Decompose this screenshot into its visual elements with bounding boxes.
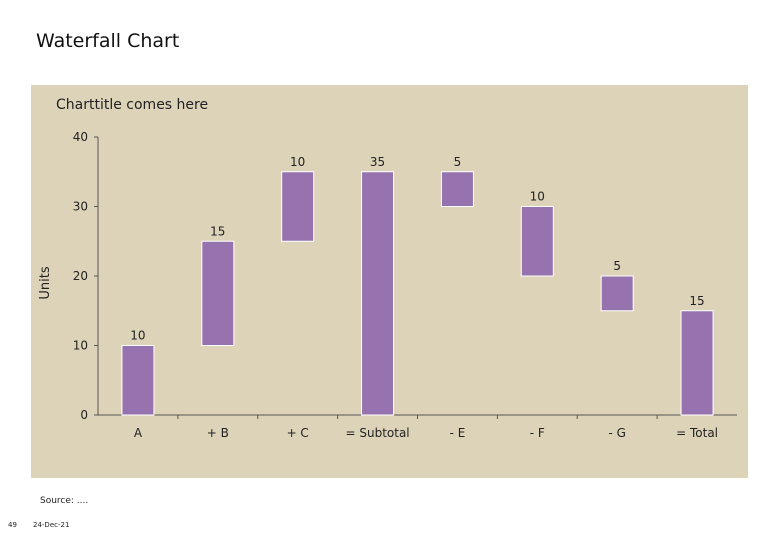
bar-value-label: 10	[530, 190, 545, 204]
bar	[600, 275, 634, 312]
bar	[680, 310, 714, 416]
category-label: - G	[608, 426, 625, 440]
category-label: A	[134, 426, 143, 440]
bar-value-label: 35	[370, 155, 385, 169]
bar	[361, 171, 395, 416]
y-tick-label: 0	[80, 408, 88, 422]
bar	[281, 171, 315, 242]
bar-value-label: 5	[613, 259, 621, 273]
category-label: + C	[287, 426, 309, 440]
source-note: Source: ....	[40, 496, 89, 506]
date-stamp: 24-Dec-21	[33, 521, 70, 529]
bar-value-label: 15	[210, 224, 225, 238]
bar-value-label: 10	[130, 329, 145, 343]
bar-value-label: 5	[454, 155, 462, 169]
chart-title: Charttitle comes here	[56, 97, 209, 113]
bar	[121, 345, 155, 416]
bar-value-label: 15	[689, 294, 704, 308]
category-label: = Subtotal	[345, 426, 409, 440]
bar	[201, 240, 235, 346]
y-tick-label: 20	[73, 269, 88, 283]
y-tick-label: 10	[73, 339, 88, 353]
bar-value-label: 10	[290, 155, 305, 169]
y-tick-label: 40	[73, 130, 88, 144]
category-label: + B	[207, 426, 229, 440]
category-label: - F	[530, 426, 545, 440]
category-label: = Total	[676, 426, 718, 440]
page-number: 49	[8, 521, 17, 529]
category-label: - E	[450, 426, 466, 440]
y-tick-label: 30	[73, 200, 88, 214]
bar	[440, 171, 474, 207]
bar	[520, 206, 554, 277]
slide-title: Waterfall Chart	[36, 30, 180, 52]
y-axis-label: Units	[38, 266, 53, 299]
